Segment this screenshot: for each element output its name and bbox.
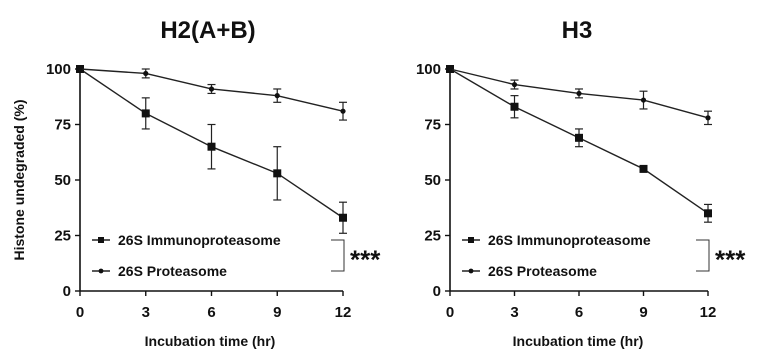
legend-label: 26S Immunoproteasome — [488, 232, 651, 248]
data-point-square — [639, 164, 648, 173]
x-tick-label: 9 — [273, 304, 281, 321]
y-tick-label: 75 — [424, 117, 441, 134]
significance-bracket — [696, 239, 710, 272]
data-point-square — [141, 109, 150, 118]
chart-title: H3 — [562, 17, 593, 44]
data-point-diamond — [143, 70, 149, 77]
y-tick-label: 25 — [54, 228, 71, 245]
data-point-square — [339, 213, 347, 222]
data-point-diamond — [705, 115, 711, 121]
legend-label: 26S Immunoproteasome — [118, 232, 281, 248]
x-tick-label: 0 — [446, 304, 454, 321]
data-point-diamond — [274, 93, 280, 99]
data-point-square — [704, 209, 712, 218]
significance-marker: *** — [715, 245, 746, 275]
significance-marker: *** — [350, 245, 381, 275]
legend-label: 26S Proteasome — [488, 263, 597, 279]
data-point-diamond — [340, 108, 346, 114]
y-axis-label: Histone undegraded (%) — [11, 99, 27, 260]
x-tick-label: 9 — [639, 304, 647, 321]
legend-label: 26S Proteasome — [118, 263, 227, 279]
x-tick-label: 3 — [510, 304, 518, 321]
data-point-diamond — [640, 97, 647, 103]
data-point-diamond — [77, 66, 83, 72]
legend-marker-square — [468, 237, 474, 243]
y-tick-label: 100 — [416, 61, 441, 78]
x-tick-label: 6 — [575, 304, 583, 321]
y-tick-label: 25 — [424, 228, 441, 245]
x-tick-label: 6 — [207, 304, 215, 321]
x-tick-label: 3 — [142, 304, 150, 321]
y-tick-label: 0 — [63, 283, 71, 300]
significance-bracket — [331, 239, 345, 272]
data-point-diamond — [576, 90, 582, 97]
chart-panel-h3: H3 Incubation time (hr) 0 25 50 75 100 0 3 6 9 12… — [416, 17, 746, 349]
y-tick-label: 75 — [54, 117, 71, 134]
data-point-diamond — [208, 86, 215, 92]
chart-title: H2(A+B) — [160, 17, 255, 44]
y-tick-label: 100 — [46, 61, 71, 78]
data-point-square — [207, 142, 216, 151]
legend-marker-diamond — [468, 268, 474, 274]
y-tick-label: 50 — [54, 172, 71, 189]
legend-marker-square — [98, 237, 104, 243]
x-axis-label: Incubation time (hr) — [513, 333, 644, 349]
x-tick-label: 12 — [700, 304, 717, 321]
data-point-diamond — [447, 66, 453, 72]
x-tick-label: 0 — [76, 304, 84, 321]
legend-marker-diamond — [98, 268, 104, 274]
y-tick-label: 50 — [424, 172, 441, 189]
y-tick-label: 0 — [433, 283, 441, 300]
chart-panel-h2ab: H2(A+B) Histone undegraded (%) Incubatio… — [11, 17, 381, 349]
x-axis-label: Incubation time (hr) — [145, 333, 276, 349]
data-point-diamond — [511, 81, 518, 88]
data-point-square — [575, 133, 583, 142]
x-tick-label: 12 — [335, 304, 352, 321]
data-point-square — [273, 169, 282, 178]
data-point-square — [510, 102, 519, 111]
